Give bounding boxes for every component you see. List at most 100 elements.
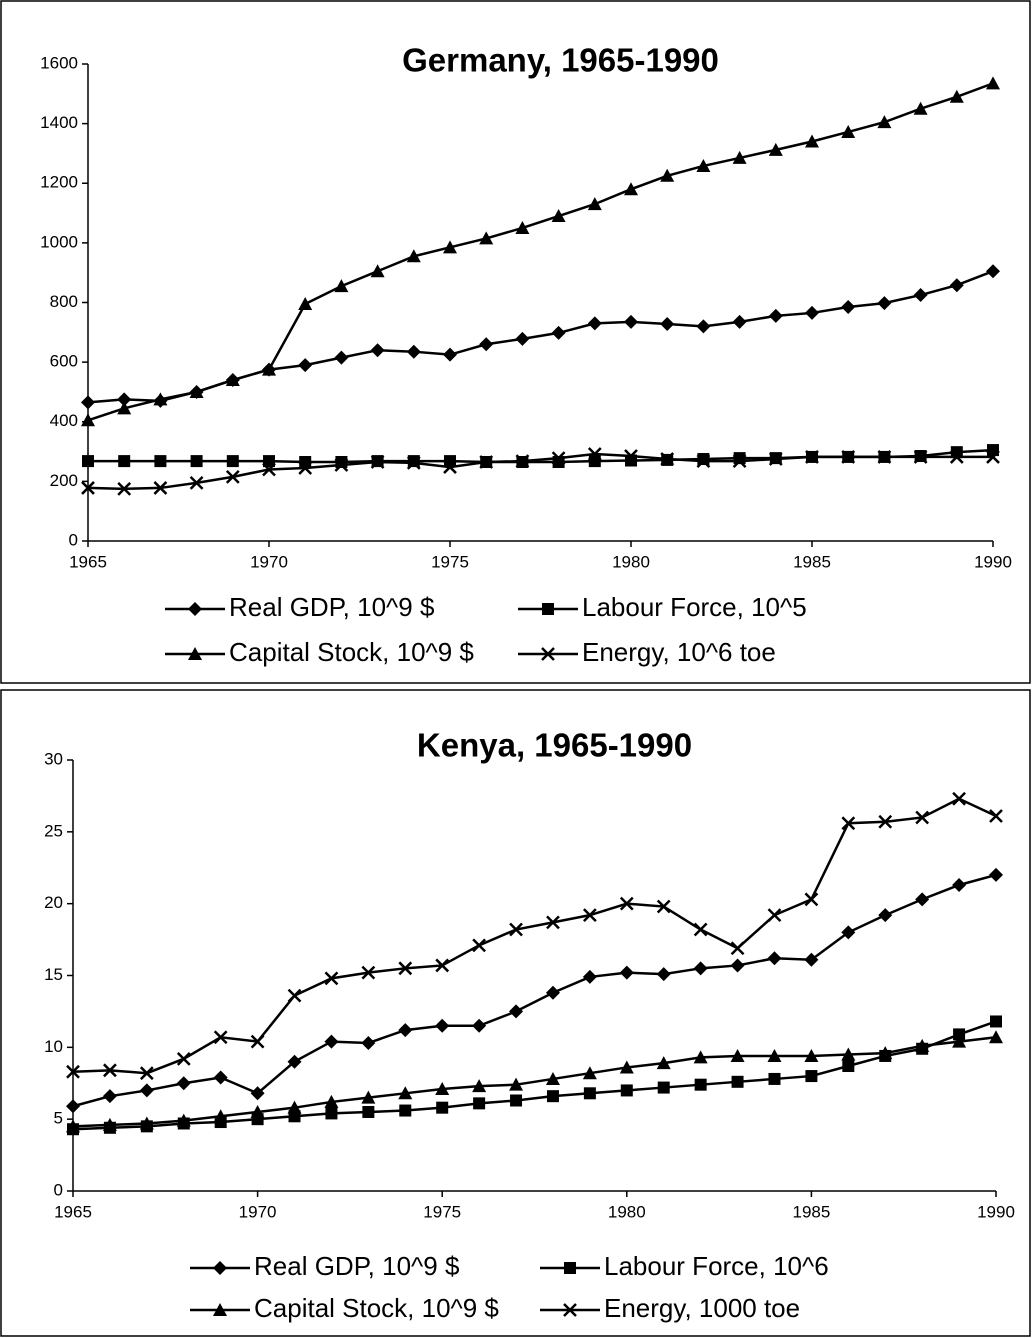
marker bbox=[189, 475, 204, 490]
marker bbox=[732, 314, 747, 329]
marker bbox=[697, 453, 710, 466]
legend-label: Capital Stock, 10^9 $ bbox=[229, 637, 474, 667]
marker bbox=[805, 450, 819, 464]
marker bbox=[226, 455, 239, 468]
marker bbox=[262, 362, 276, 376]
marker bbox=[443, 460, 457, 474]
marker bbox=[515, 220, 530, 234]
marker bbox=[399, 1104, 412, 1117]
marker bbox=[582, 908, 597, 923]
series-line bbox=[72, 873, 997, 1108]
y-tick-label: 1200 bbox=[40, 173, 78, 192]
marker bbox=[805, 1070, 818, 1083]
marker bbox=[582, 969, 597, 984]
marker bbox=[587, 197, 602, 211]
y-tick-label: 30 bbox=[44, 749, 63, 768]
marker bbox=[841, 124, 856, 138]
marker bbox=[551, 451, 566, 466]
marker bbox=[624, 182, 638, 196]
marker bbox=[541, 647, 555, 661]
marker bbox=[509, 1004, 524, 1019]
marker bbox=[804, 952, 819, 967]
marker bbox=[81, 413, 95, 427]
marker bbox=[479, 337, 494, 352]
marker bbox=[324, 1034, 339, 1049]
y-tick-label: 5 bbox=[54, 1109, 63, 1128]
marker bbox=[952, 877, 967, 892]
marker bbox=[361, 1036, 376, 1051]
marker bbox=[398, 1086, 413, 1100]
marker bbox=[298, 461, 313, 475]
marker bbox=[768, 142, 783, 156]
marker bbox=[842, 1060, 855, 1073]
marker bbox=[262, 462, 276, 477]
marker bbox=[767, 908, 782, 923]
marker bbox=[732, 150, 747, 164]
marker bbox=[361, 1090, 376, 1104]
x-tick-label: 1965 bbox=[69, 552, 107, 571]
x-tick-label: 1975 bbox=[423, 1202, 461, 1221]
marker bbox=[473, 1097, 486, 1110]
marker bbox=[986, 450, 1000, 464]
y-tick-label: 600 bbox=[50, 352, 78, 371]
marker bbox=[479, 455, 494, 469]
marker bbox=[841, 816, 856, 831]
marker bbox=[515, 331, 530, 346]
marker bbox=[176, 1076, 191, 1091]
marker bbox=[362, 1105, 375, 1118]
marker bbox=[472, 1079, 487, 1093]
y-tick-label: 20 bbox=[44, 893, 63, 912]
marker bbox=[287, 988, 302, 1003]
marker bbox=[398, 1023, 413, 1038]
marker bbox=[213, 1261, 227, 1275]
marker bbox=[189, 384, 204, 398]
marker bbox=[66, 1064, 80, 1079]
x-tick-label: 1985 bbox=[792, 1202, 830, 1221]
marker bbox=[730, 941, 745, 956]
marker bbox=[730, 1048, 745, 1062]
marker bbox=[250, 1034, 265, 1049]
marker bbox=[660, 168, 675, 182]
marker bbox=[805, 134, 819, 148]
marker bbox=[102, 1117, 117, 1131]
marker bbox=[767, 1048, 782, 1062]
legend-label: Energy, 1000 toe bbox=[604, 1293, 800, 1323]
marker bbox=[546, 1090, 559, 1103]
marker bbox=[188, 602, 202, 616]
marker bbox=[213, 1070, 228, 1085]
marker bbox=[804, 1048, 819, 1062]
marker bbox=[81, 481, 95, 495]
series-line bbox=[87, 82, 994, 422]
marker bbox=[656, 899, 671, 914]
marker bbox=[435, 958, 450, 973]
marker bbox=[732, 454, 747, 468]
x-tick-label: 1965 bbox=[54, 1202, 92, 1221]
marker bbox=[986, 264, 1000, 279]
marker bbox=[139, 1083, 154, 1098]
marker bbox=[587, 316, 602, 331]
chart-frame bbox=[0, 689, 1031, 1337]
y-tick-label: 0 bbox=[54, 1180, 63, 1199]
marker bbox=[949, 450, 964, 464]
marker bbox=[153, 481, 168, 495]
marker bbox=[287, 1054, 302, 1069]
chart-title: Kenya, 1965-1990 bbox=[417, 727, 692, 764]
marker bbox=[118, 455, 131, 468]
marker bbox=[324, 971, 339, 986]
marker bbox=[213, 1109, 228, 1123]
marker bbox=[325, 1107, 338, 1120]
marker bbox=[953, 1028, 966, 1041]
marker bbox=[696, 454, 711, 468]
marker bbox=[693, 1050, 708, 1064]
marker bbox=[443, 347, 457, 362]
marker bbox=[225, 373, 240, 387]
series-line bbox=[72, 797, 997, 1075]
marker bbox=[990, 1015, 1002, 1028]
marker bbox=[546, 915, 560, 930]
marker bbox=[370, 455, 385, 469]
marker bbox=[176, 1113, 191, 1127]
marker bbox=[619, 896, 634, 911]
marker bbox=[877, 115, 892, 129]
marker bbox=[472, 938, 487, 953]
